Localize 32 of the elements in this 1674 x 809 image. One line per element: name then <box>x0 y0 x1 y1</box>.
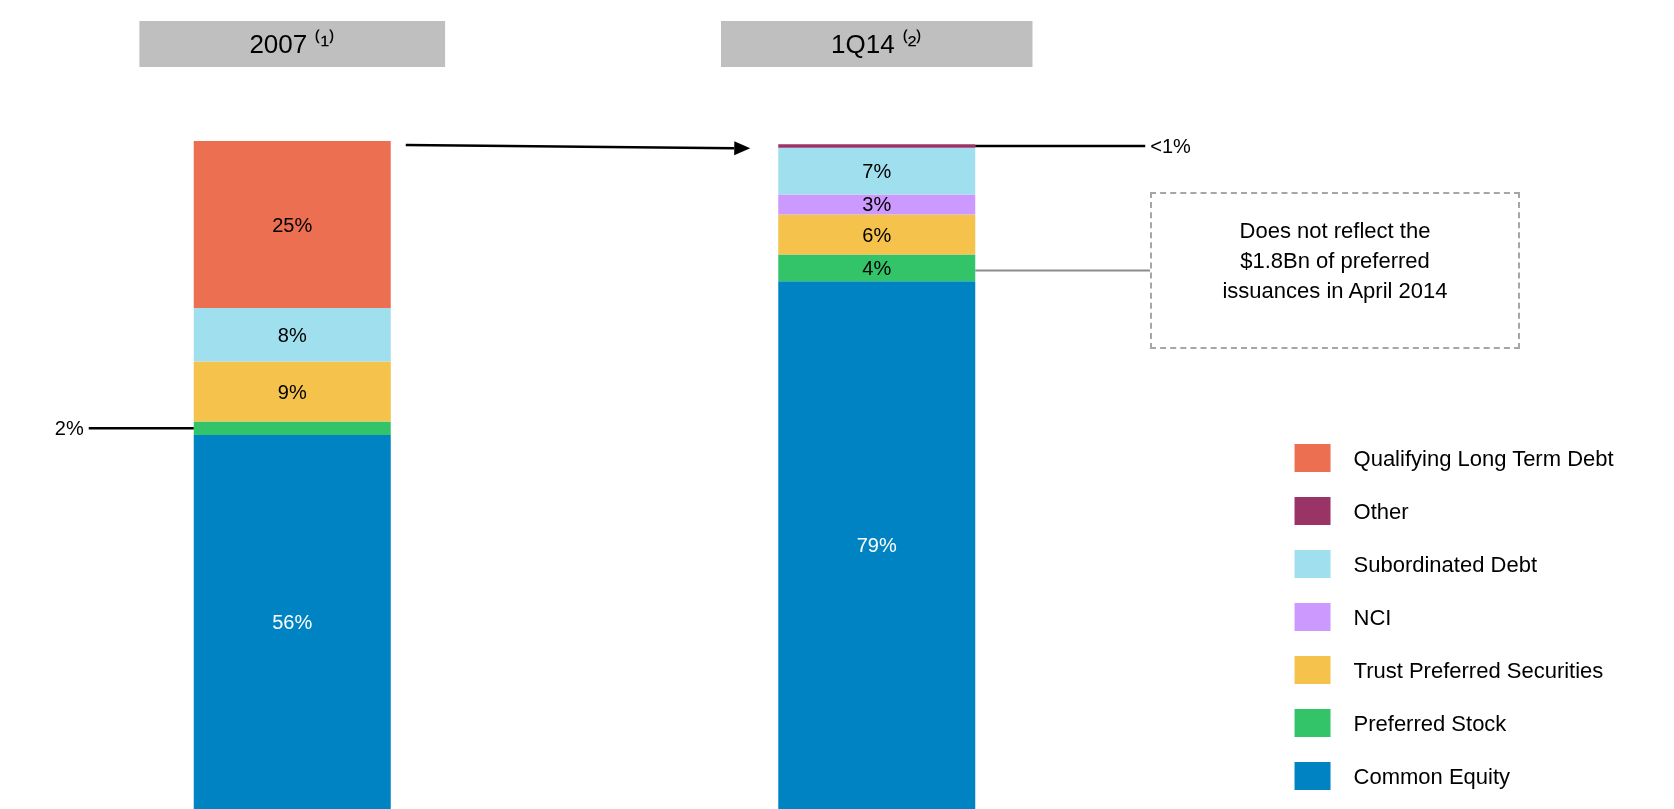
text: Does not reflect the $1.8Bn of preferred issuances in April 2014 <box>1150 192 1520 349</box>
legend-label: Subordinated Debt <box>1353 551 1537 577</box>
legend-label: Preferred Stock <box>1353 710 1508 736</box>
x-tick-label: 1Q14 ⁽²⁾ <box>831 29 923 59</box>
data-label: <1% <box>1150 135 1192 158</box>
bar <box>193 434 391 809</box>
data-label: 56% <box>272 610 313 633</box>
data-label: 25% <box>272 213 313 236</box>
data-label: 3% <box>862 193 892 216</box>
data-label: 79% <box>856 534 897 557</box>
data-label: 8% <box>277 323 307 346</box>
data-label: 6% <box>862 223 892 246</box>
legend-label: Qualifying Long Term Debt <box>1353 445 1614 471</box>
bar <box>778 254 976 282</box>
data-label: 4% <box>862 256 892 279</box>
data-label: 9% <box>277 380 307 403</box>
legend-label: Other <box>1353 498 1409 524</box>
x-tick-label: 2007 ⁽¹⁾ <box>249 29 336 59</box>
bar <box>778 194 976 215</box>
data-label: 7% <box>862 160 892 183</box>
bar <box>778 281 976 809</box>
legend-label: NCI <box>1353 604 1392 630</box>
bar <box>193 141 391 308</box>
data-label: 2% <box>54 417 84 440</box>
bar <box>778 144 976 148</box>
bar <box>193 421 391 435</box>
bar <box>193 361 391 422</box>
bar <box>193 308 391 362</box>
legend-label: Common Equity <box>1353 763 1511 789</box>
bar <box>778 214 976 255</box>
bar <box>778 147 976 195</box>
legend-label: Trust Preferred Securities <box>1353 657 1604 683</box>
